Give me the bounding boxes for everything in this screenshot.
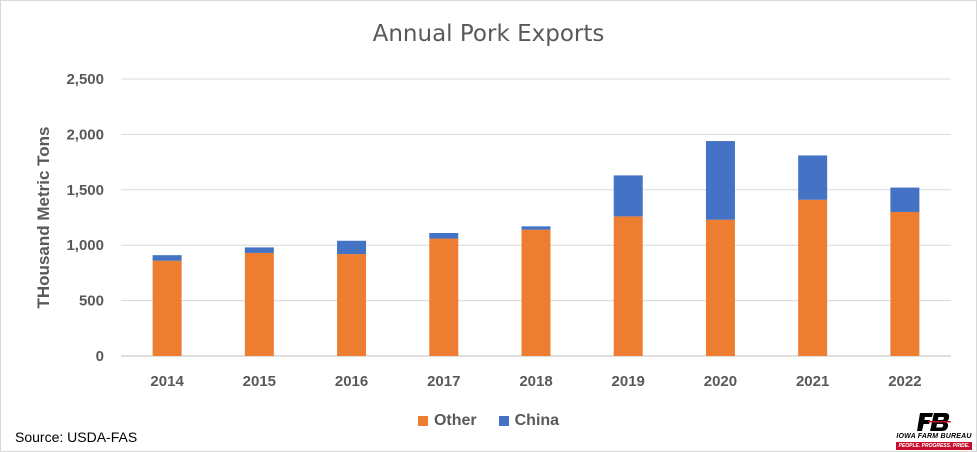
x-tick-label: 2016	[335, 373, 368, 390]
bar-china-2016	[337, 240, 367, 255]
bar-other-2016	[337, 254, 367, 356]
y-tick-label: 2,000	[66, 126, 104, 143]
bar-china-2018	[521, 226, 551, 230]
x-tick-label: 2015	[243, 373, 276, 390]
legend-item-other: Other	[417, 412, 477, 430]
bar-other-2022	[890, 211, 920, 356]
bar-other-2021	[798, 199, 828, 356]
x-tick-label: 2021	[796, 373, 829, 390]
legend-label: Other	[433, 412, 477, 429]
legend-swatch	[417, 416, 428, 426]
chart-legend: Other China	[1, 412, 976, 430]
bar-other-2015	[244, 252, 274, 356]
bar-other-2019	[613, 216, 643, 356]
y-tick-label: 2,500	[66, 71, 104, 88]
bar-china-2021	[798, 155, 828, 200]
chart-title: Annual Pork Exports	[372, 21, 605, 47]
bar-china-2014	[152, 255, 182, 261]
x-tick-label: 2014	[150, 373, 184, 390]
bar-china-2022	[890, 187, 920, 212]
chart-plot-area: 0 500 1,000 1,500 2,000 2,500 THousand Metric …	[34, 71, 951, 390]
bar-china-2015	[244, 247, 274, 253]
source-note: Source: USDA-FAS	[15, 429, 138, 445]
logo-name: IOWA FARM BUREAU	[896, 433, 972, 440]
y-tick-label: 1,500	[66, 182, 104, 199]
x-tick-label: 2019	[612, 373, 645, 390]
x-tick-label: 2020	[704, 373, 737, 390]
legend-swatch	[498, 416, 509, 426]
bar-other-2020	[705, 219, 735, 356]
bar-other-2014	[152, 260, 182, 356]
y-tick-label: 1,000	[66, 237, 104, 254]
x-tick-label: 2017	[427, 373, 460, 390]
bar-china-2020	[705, 141, 735, 220]
legend-label: China	[514, 412, 560, 429]
iowa-farm-bureau-logo: IOWA FARM BUREAU PEOPLE. PROGRESS. PRIDE…	[894, 411, 974, 451]
legend-item-china: China	[498, 412, 560, 430]
x-tick-label: 2018	[519, 373, 552, 390]
y-tick-label: 500	[79, 293, 104, 310]
y-axis-label: THousand Metric Tons	[34, 127, 53, 309]
x-tick-label: 2022	[888, 373, 921, 390]
logo-tagline: PEOPLE. PROGRESS. PRIDE.	[896, 442, 972, 450]
bar-other-2018	[521, 229, 551, 356]
y-tick-label: 0	[96, 348, 104, 365]
bar-other-2017	[429, 238, 459, 356]
fb-logo-icon	[917, 413, 951, 431]
bar-china-2019	[613, 175, 643, 217]
bar-china-2017	[429, 233, 459, 239]
